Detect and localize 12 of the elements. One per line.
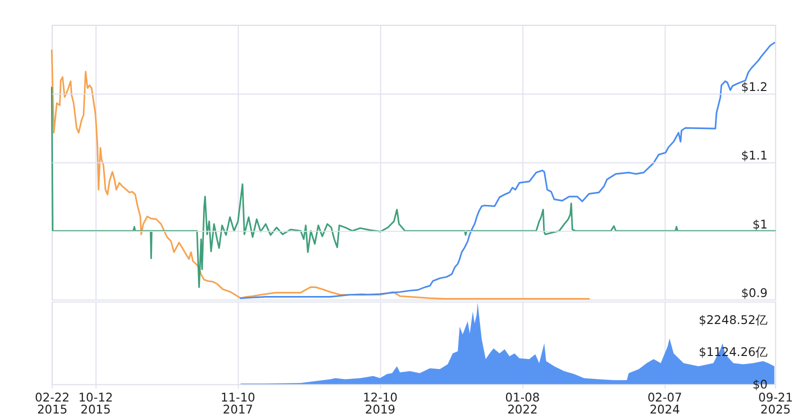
x-tick-label: 01-08 2022 (505, 390, 540, 416)
x-tick-label: 12-10 2019 (362, 390, 398, 416)
x-tick-label: 09-21 2025 (758, 390, 793, 416)
x-tick-label: 10-12 2015 (78, 390, 113, 416)
y-tick-label: $1 (752, 217, 768, 232)
y-tick-label: $0.9 (741, 286, 768, 300)
x-tick-label: 11-10 2017 (220, 390, 256, 416)
x-tick-label: 02-22 2015 (34, 390, 70, 416)
x-tick-label: 02-07 2024 (647, 390, 682, 416)
y-tick-label: $1.1 (741, 148, 768, 163)
y-tick-label: $2248.52亿 (698, 312, 768, 327)
y-tick-label: $1.2 (741, 80, 768, 94)
